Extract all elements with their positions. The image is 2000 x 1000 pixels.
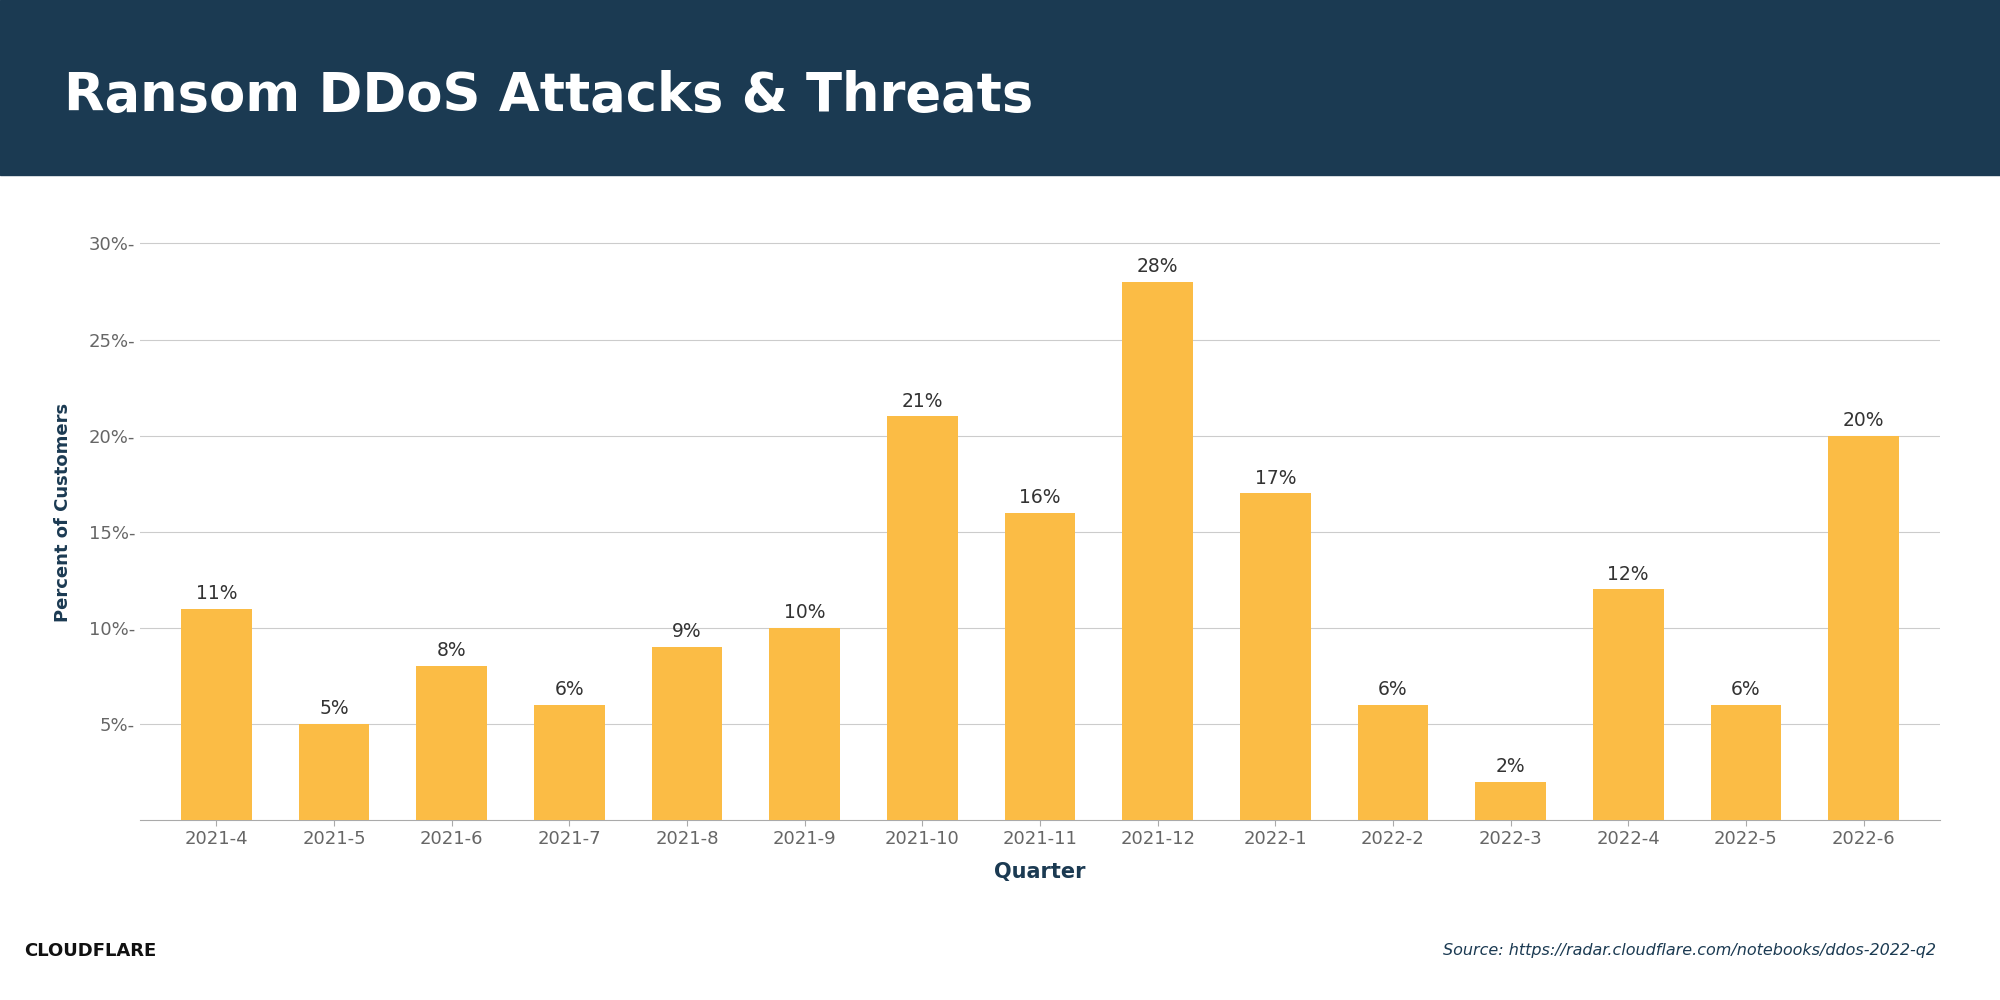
Text: 8%: 8% (436, 641, 466, 660)
Bar (1592, 589, 1664, 820)
Text: 12%: 12% (1608, 565, 1648, 584)
Text: CLOUDFLARE: CLOUDFLARE (24, 942, 156, 960)
Text: 10%: 10% (784, 603, 826, 622)
Bar (1122, 282, 1192, 820)
Bar (888, 416, 958, 820)
Y-axis label: Percent of Customers: Percent of Customers (54, 403, 72, 622)
Bar (1358, 705, 1428, 820)
Text: 6%: 6% (1378, 680, 1408, 699)
X-axis label: Quarter: Quarter (994, 862, 1086, 882)
Bar (416, 666, 488, 820)
Text: 28%: 28% (1136, 257, 1178, 276)
Text: Ransom DDoS Attacks & Threats: Ransom DDoS Attacks & Threats (64, 70, 1034, 122)
Bar (652, 647, 722, 820)
Bar (1828, 436, 1898, 820)
Text: 17%: 17% (1254, 469, 1296, 488)
Text: 20%: 20% (1842, 411, 1884, 430)
Text: 6%: 6% (554, 680, 584, 699)
Bar (1710, 705, 1782, 820)
Text: 2%: 2% (1496, 757, 1526, 776)
Text: 11%: 11% (196, 584, 238, 603)
Text: 6%: 6% (1732, 680, 1760, 699)
Bar (770, 628, 840, 820)
Bar (534, 705, 604, 820)
Text: Source: https://radar.cloudflare.com/notebooks/ddos-2022-q2: Source: https://radar.cloudflare.com/not… (1444, 943, 1936, 958)
Bar (1240, 493, 1310, 820)
Bar (1004, 513, 1076, 820)
Text: 9%: 9% (672, 622, 702, 641)
Bar (298, 724, 370, 820)
Text: 21%: 21% (902, 392, 944, 411)
Text: 5%: 5% (320, 699, 348, 718)
Bar (182, 609, 252, 820)
Bar (1476, 782, 1546, 820)
Text: 16%: 16% (1020, 488, 1060, 507)
